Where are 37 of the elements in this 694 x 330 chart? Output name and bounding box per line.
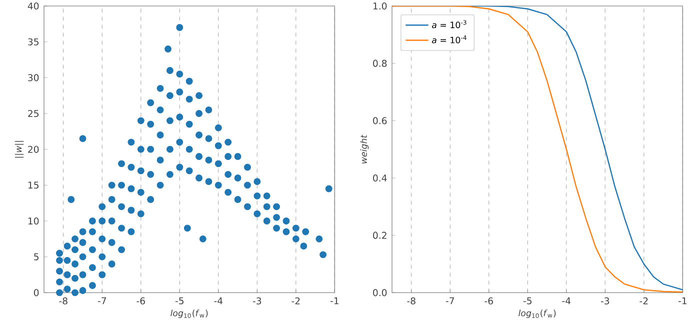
- y-tick-label: 0.8: [373, 60, 387, 67]
- x-tick-label: -8: [407, 297, 416, 304]
- x-tick-label: -1: [330, 297, 338, 304]
- y-tick-label: 30: [28, 74, 39, 82]
- y-tick-label: 5: [34, 253, 38, 260]
- y-tick-label: 10: [28, 217, 39, 225]
- x-tick-label: -7: [98, 297, 106, 304]
- y-tick-label: 35: [28, 38, 38, 46]
- y-tick-label: 0.2: [373, 232, 386, 239]
- legend-label: a = 10$^{-4}$: [432, 35, 466, 44]
- x-tick-label: -4: [214, 297, 223, 304]
- x-tick-label: -8: [59, 297, 68, 304]
- y-tick-label: 25: [28, 110, 38, 118]
- x-tick-label: -5: [175, 297, 184, 304]
- x-tick-label: -7: [446, 297, 454, 304]
- y-tick-label: 0: [34, 289, 39, 296]
- x-tick-label: -2: [292, 297, 300, 304]
- y-tick-label: 0.6: [373, 117, 387, 124]
- y-tick-label: 40: [28, 2, 39, 10]
- x-tick-label: -5: [523, 297, 532, 304]
- y-axis-title: ||w||: [14, 141, 24, 158]
- y-axis-title: weight: [360, 134, 369, 164]
- x-tick-label: -2: [640, 297, 648, 304]
- x-tick-label: -3: [600, 297, 610, 304]
- y-tick-label: 0.0: [373, 289, 387, 296]
- x-tick-label: -4: [562, 297, 571, 304]
- x-tick-label: -6: [136, 297, 145, 304]
- y-tick-label: 20: [28, 146, 39, 153]
- x-tick-label: -3: [252, 297, 262, 304]
- y-tick-label: 1.0: [373, 2, 387, 10]
- y-tick-label: 15: [28, 182, 38, 189]
- x-axis-title: log$_{10}$(f$_{w}$): [170, 310, 208, 318]
- x-tick-label: -6: [484, 297, 493, 304]
- legend-label: a = 10$^{-3}$: [432, 20, 466, 28]
- x-tick-label: -1: [678, 297, 686, 304]
- x-axis-title: log$_{10}$(f$_{w}$): [518, 310, 556, 318]
- y-tick-label: 0.4: [373, 174, 387, 182]
